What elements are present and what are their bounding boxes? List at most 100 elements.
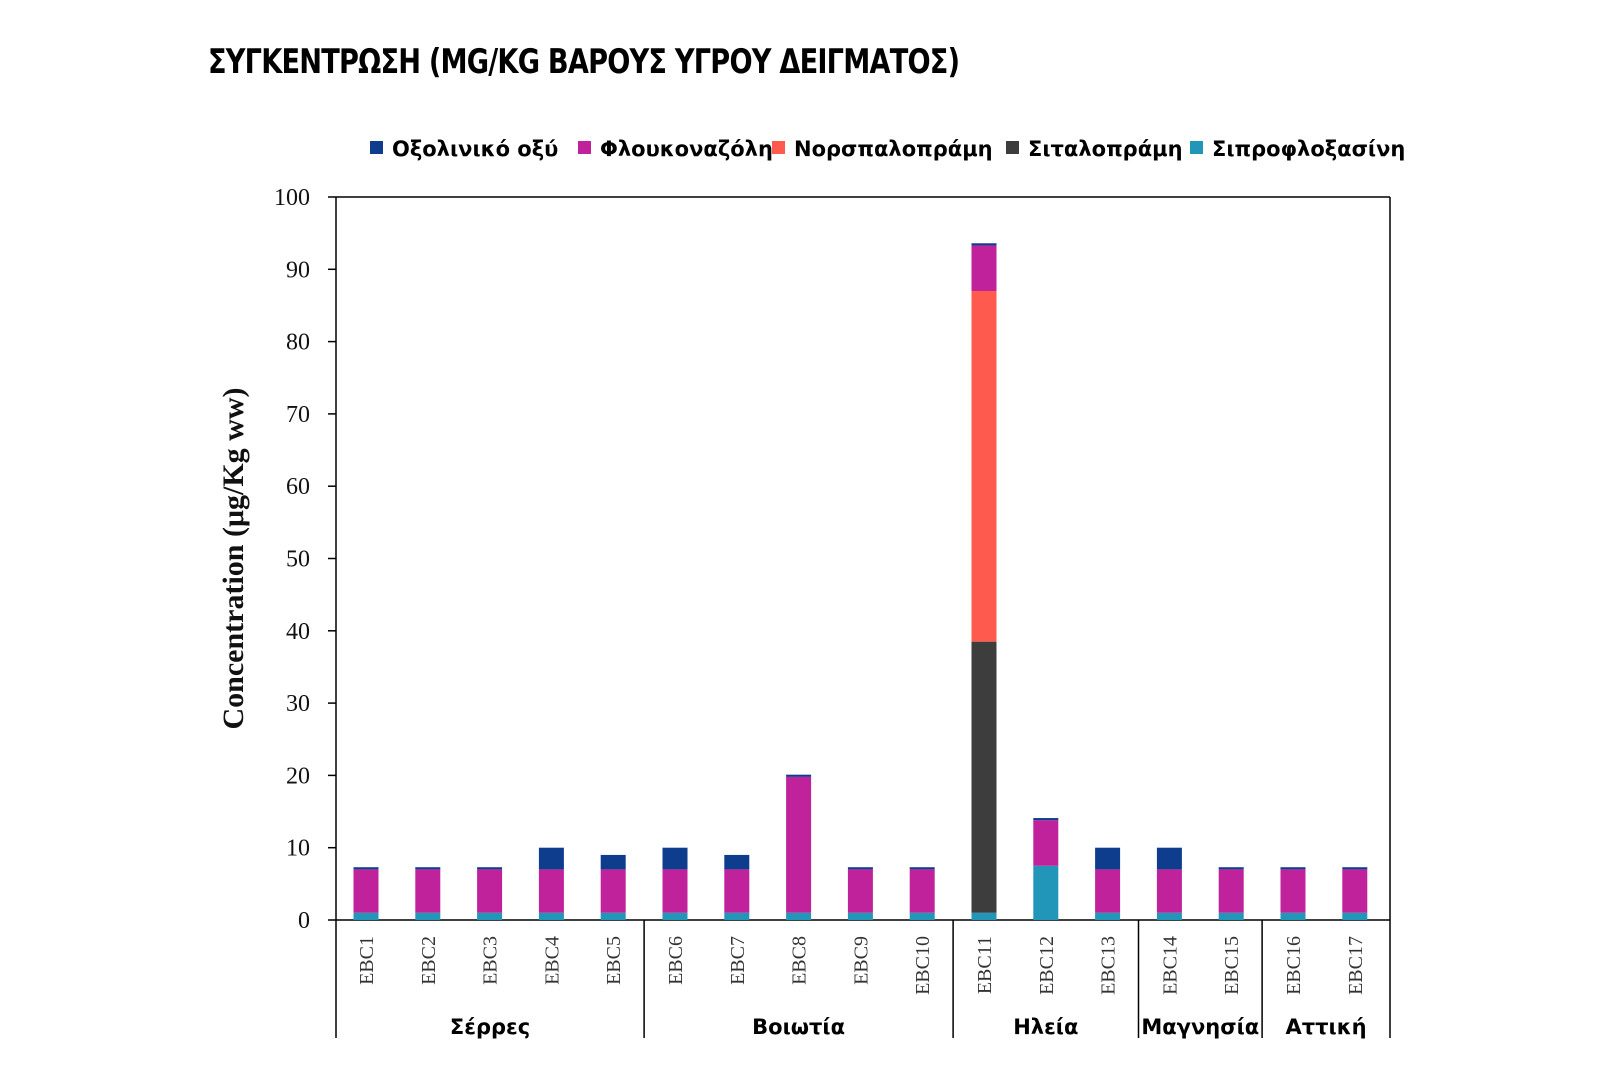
bar-segment-ebc12-series-4 — [1033, 818, 1059, 821]
bar-segment-ebc16-series-3 — [1280, 869, 1306, 913]
bar-segment-ebc8-series-0 — [786, 912, 812, 920]
bar-segment-ebc16-series-4 — [1280, 867, 1306, 870]
bar-segment-ebc3-series-4 — [477, 867, 503, 870]
bar-segment-ebc17-series-3 — [1342, 869, 1368, 913]
bar-segment-ebc1-series-0 — [353, 912, 379, 920]
y-tick-label: 30 — [286, 691, 310, 717]
bar-segment-ebc5-series-3 — [600, 869, 626, 913]
bar-segment-ebc4-series-0 — [538, 912, 564, 920]
bar-segment-ebc14-series-3 — [1156, 869, 1182, 913]
bar-segment-ebc10-series-3 — [909, 869, 935, 913]
group-label: Μαγνησία — [1141, 1015, 1259, 1039]
x-tick-label: EBC7 — [727, 936, 749, 985]
chart-title: ΣΥΓΚΕΝΤΡΩΣΗ (MG/KG ΒΑΡΟΥΣ ΥΓΡΟΥ ΔΕΙΓΜΑΤΟ… — [208, 42, 960, 82]
group-label: Βοιωτία — [752, 1015, 845, 1039]
y-tick-label: 10 — [286, 836, 310, 862]
bar-segment-ebc13-series-3 — [1095, 869, 1121, 913]
bar-segment-ebc11-series-2 — [971, 290, 997, 642]
bar-segment-ebc3-series-3 — [477, 869, 503, 913]
bar-segment-ebc15-series-4 — [1218, 867, 1244, 870]
legend-label: Νορσπαλοπράμη — [794, 137, 993, 161]
legend-swatch — [370, 141, 383, 154]
bar-segment-ebc9-series-3 — [847, 869, 873, 913]
x-tick-label: EBC11 — [974, 936, 996, 994]
y-tick-label: 50 — [286, 547, 310, 573]
bar-segment-ebc2-series-4 — [415, 867, 441, 870]
bar-segment-ebc11-series-3 — [971, 245, 997, 291]
bar-segment-ebc14-series-0 — [1156, 912, 1182, 920]
y-tick-label: 0 — [298, 908, 310, 934]
legend-swatch — [578, 141, 591, 154]
bar-segment-ebc1-series-3 — [353, 869, 379, 913]
legend-label: Σιπροφλοξασίνη — [1212, 137, 1405, 161]
legend-swatch — [1190, 141, 1203, 154]
x-tick-label: EBC16 — [1283, 936, 1305, 995]
bar-segment-ebc1-series-4 — [353, 867, 379, 870]
y-tick-label: 100 — [274, 185, 310, 211]
y-tick-label: 70 — [286, 402, 310, 428]
x-tick-label: EBC3 — [480, 936, 502, 985]
bar-segment-ebc12-series-0 — [1033, 865, 1059, 920]
bar-segment-ebc10-series-4 — [909, 867, 935, 870]
bar-segment-ebc8-series-4 — [786, 774, 812, 777]
x-tick-label: EBC1 — [356, 936, 378, 985]
x-tick-label: EBC13 — [1098, 936, 1120, 995]
x-tick-label: EBC14 — [1159, 936, 1181, 995]
bar-segment-ebc15-series-0 — [1218, 912, 1244, 920]
bar-segment-ebc7-series-3 — [724, 869, 750, 913]
bar-segment-ebc11-series-1 — [971, 641, 997, 913]
bar-segment-ebc11-series-4 — [971, 243, 997, 246]
bar-segment-ebc13-series-4 — [1095, 847, 1121, 870]
legend-label: Σιταλοπράμη — [1028, 137, 1183, 161]
y-tick-label: 20 — [286, 763, 310, 789]
y-tick-label: 90 — [286, 257, 310, 283]
bar-segment-ebc7-series-0 — [724, 912, 750, 920]
group-label: Ηλεία — [1013, 1015, 1078, 1039]
bar-segment-ebc5-series-4 — [600, 854, 626, 870]
x-tick-label: EBC17 — [1345, 936, 1367, 995]
bar-segment-ebc2-series-0 — [415, 912, 441, 920]
bar-segment-ebc7-series-4 — [724, 854, 750, 870]
group-label: Αττική — [1285, 1015, 1366, 1039]
x-tick-label: EBC4 — [541, 936, 563, 985]
bar-segment-ebc16-series-0 — [1280, 912, 1306, 920]
bar-segment-ebc9-series-0 — [847, 912, 873, 920]
x-tick-label: EBC8 — [789, 936, 811, 985]
y-axis-label: Concentration (μg/Kg ww) — [217, 388, 250, 730]
legend-label: Φλουκοναζόλη — [600, 137, 773, 161]
bar-segment-ebc2-series-3 — [415, 869, 441, 913]
x-tick-label: EBC6 — [665, 936, 687, 985]
bar-segment-ebc4-series-4 — [538, 847, 564, 870]
bar-segment-ebc3-series-0 — [477, 912, 503, 920]
x-tick-label: EBC5 — [603, 936, 625, 985]
bar-segment-ebc13-series-0 — [1095, 912, 1121, 920]
bar-segment-ebc11-series-0 — [971, 912, 997, 920]
x-tick-label: EBC12 — [1036, 936, 1058, 995]
bar-segment-ebc4-series-3 — [538, 869, 564, 913]
x-tick-label: EBC15 — [1221, 936, 1243, 995]
legend-swatch — [772, 141, 785, 154]
legend-label: Οξολινικό οξύ — [392, 137, 558, 161]
bar-segment-ebc17-series-0 — [1342, 912, 1368, 920]
bar-segment-ebc12-series-3 — [1033, 820, 1059, 866]
bar-segment-ebc6-series-3 — [662, 869, 688, 913]
bar-segment-ebc9-series-4 — [847, 867, 873, 870]
y-tick-label: 80 — [286, 330, 310, 356]
y-tick-label: 40 — [286, 619, 310, 645]
bar-segment-ebc6-series-0 — [662, 912, 688, 920]
bar-segment-ebc14-series-4 — [1156, 847, 1182, 870]
x-tick-label: EBC10 — [912, 936, 934, 995]
x-tick-label: EBC9 — [850, 936, 872, 985]
group-label: Σέρρες — [450, 1015, 530, 1039]
bar-segment-ebc5-series-0 — [600, 912, 626, 920]
bar-segment-ebc6-series-4 — [662, 847, 688, 870]
legend-swatch — [1006, 141, 1019, 154]
bar-segment-ebc17-series-4 — [1342, 867, 1368, 870]
bar-segment-ebc8-series-3 — [786, 776, 812, 913]
x-tick-label: EBC2 — [418, 936, 440, 985]
bar-segment-ebc10-series-0 — [909, 912, 935, 920]
y-tick-label: 60 — [286, 474, 310, 500]
bar-segment-ebc15-series-3 — [1218, 869, 1244, 913]
